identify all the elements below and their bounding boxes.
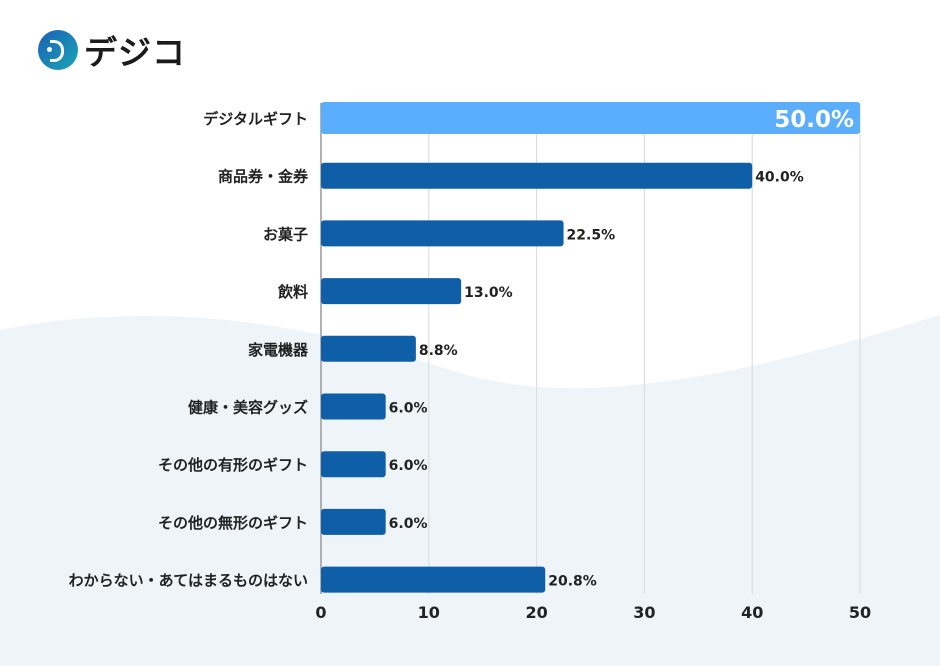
x-tick-label: 50 xyxy=(849,603,871,622)
x-tick-label: 30 xyxy=(633,603,655,622)
bar xyxy=(321,278,462,305)
x-tick-label: 0 xyxy=(315,603,326,622)
category-label: 商品券・金券 xyxy=(218,168,309,186)
data-label: 6.0% xyxy=(389,458,428,474)
data-label: 40.0% xyxy=(755,170,804,186)
category-label: 飲料 xyxy=(277,283,308,301)
data-label: 6.0% xyxy=(389,516,428,532)
bar xyxy=(321,220,564,247)
category-label: デジタルギフト xyxy=(203,110,308,128)
category-label: その他の有形のギフト xyxy=(158,456,308,474)
data-label: 6.0% xyxy=(389,401,428,417)
bar xyxy=(321,451,386,478)
data-label: 50.0% xyxy=(774,107,854,133)
data-label: 22.5% xyxy=(567,227,616,243)
bar xyxy=(321,508,386,535)
bar xyxy=(321,393,386,420)
category-label: わからない・あてはまるものはない xyxy=(69,572,308,590)
data-label: 8.8% xyxy=(419,343,458,359)
x-tick-label: 10 xyxy=(418,603,440,622)
bar xyxy=(321,102,860,134)
logo: デジコ xyxy=(38,26,186,74)
bar xyxy=(321,335,416,362)
category-label: お菓子 xyxy=(263,225,308,243)
logo-icon xyxy=(38,30,78,70)
x-tick-label: 20 xyxy=(525,603,547,622)
data-label: 13.0% xyxy=(464,285,513,301)
category-label: 健康・美容グッズ xyxy=(188,399,308,417)
bar xyxy=(321,566,546,593)
logo-text: デジコ xyxy=(84,33,186,72)
category-label: 家電機器 xyxy=(248,341,309,359)
x-tick-label: 40 xyxy=(741,603,763,622)
data-label: 20.8% xyxy=(548,574,597,590)
category-label: その他の無形のギフト xyxy=(158,514,308,532)
bar xyxy=(321,162,753,189)
